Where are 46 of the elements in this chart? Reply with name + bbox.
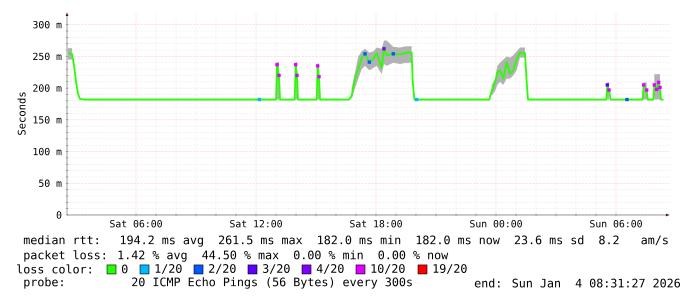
legend-label: 3/20 [262, 264, 290, 274]
text: median rtt: 194.2 ms avg 261.5 ms max 182.0 ms min 182.0 ms now 23.6 ms sd 8.2 am/s [24, 235, 668, 247]
point [642, 83, 646, 87]
point [258, 98, 262, 102]
y-axis-title: Seconds [18, 92, 26, 135]
point [656, 80, 660, 84]
y-tick-label: 250 m [33, 52, 62, 60]
point [316, 64, 320, 68]
point [607, 88, 611, 92]
point [295, 74, 299, 78]
legend-label: 2/20 [209, 264, 236, 274]
y-tick-label: 150 m [34, 116, 62, 124]
legend-label: 0 [122, 264, 128, 274]
x-tick-label: Sun 00:00 [470, 220, 522, 228]
point [294, 62, 298, 66]
point [606, 83, 610, 87]
y-tick-label: 100 m [34, 148, 62, 156]
point [317, 75, 321, 78]
point [658, 86, 662, 90]
legend-label: 19/20 [434, 264, 467, 274]
point [654, 88, 658, 92]
x-tick-label: Sun 06:00 [590, 220, 642, 228]
point [382, 47, 386, 50]
point [414, 98, 418, 102]
point [652, 83, 656, 87]
x-tick-label: Sat 12:00 [230, 220, 282, 228]
point [277, 74, 281, 78]
point [275, 62, 279, 66]
y-tick-label: 300 m [33, 20, 62, 28]
point [625, 98, 629, 102]
y-tick-label: 50 m [39, 180, 62, 187]
x-tick-label: Sat 18:00 [350, 220, 402, 228]
text: packet loss: 1.42 % avg 44.50 % max 0.00 % min 0.00 % now [24, 250, 448, 262]
point [363, 52, 367, 56]
x-tick-label: Sat 06:00 [110, 220, 162, 228]
y-tick-label: 200 m [33, 84, 62, 92]
legend-label: 1/20 [156, 264, 182, 274]
legend-label: 4/20 [316, 264, 344, 274]
legend-title: loss color: [17, 264, 91, 274]
text: probe: 20 ICMP Echo Pings (56 Bytes) every 300s [24, 277, 412, 289]
point [392, 52, 396, 56]
point [644, 88, 648, 92]
text: end: Sun Jan 4 08:31:27 2026 [474, 278, 680, 288]
legend-label: 10/20 [372, 264, 405, 274]
point [368, 60, 372, 64]
y-tick-label: 0 [56, 211, 62, 219]
